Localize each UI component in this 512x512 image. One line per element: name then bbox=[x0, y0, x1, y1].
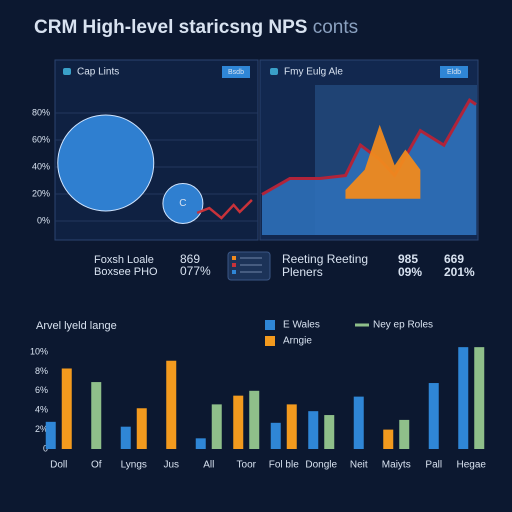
y-tick-label: 20% bbox=[32, 188, 50, 198]
y-tick-label: 40% bbox=[32, 161, 50, 171]
stat-value: 077% bbox=[180, 264, 211, 278]
bar bbox=[286, 404, 297, 449]
bar bbox=[428, 383, 439, 449]
bar bbox=[91, 382, 102, 449]
header-icon bbox=[63, 68, 71, 75]
mini-swatch bbox=[232, 263, 236, 267]
bar bbox=[120, 426, 131, 449]
stat-label: Foxsh Loale bbox=[94, 254, 154, 266]
bubble bbox=[57, 114, 155, 212]
bar bbox=[211, 404, 222, 449]
y-tick-label: 80% bbox=[32, 107, 50, 117]
legend-label: E Wales bbox=[283, 320, 320, 331]
button-label[interactable]: Eldb bbox=[447, 69, 461, 76]
x-tick-label: Neit bbox=[350, 460, 368, 471]
x-tick-label: Hegae bbox=[457, 460, 487, 471]
button-label[interactable]: Bsdb bbox=[228, 69, 244, 76]
mini-legend bbox=[227, 251, 271, 281]
y-tick-label: 60% bbox=[32, 134, 50, 144]
stat-value: 869 bbox=[180, 252, 200, 266]
bar bbox=[45, 421, 56, 449]
panel-header: Fmy Eulg Ale bbox=[284, 67, 343, 78]
x-tick-label: Toor bbox=[237, 460, 257, 471]
bar bbox=[195, 438, 206, 449]
stat-label: Boxsee PHO bbox=[94, 266, 158, 278]
stat-value: 669 bbox=[444, 252, 464, 266]
legend-swatch bbox=[265, 320, 275, 330]
stat-value: 201% bbox=[444, 265, 475, 279]
y-tick-label: 8% bbox=[35, 366, 48, 376]
bar bbox=[474, 347, 485, 449]
bar bbox=[353, 396, 364, 449]
stat-label: Reeting Reeting bbox=[282, 252, 368, 266]
bubble bbox=[162, 182, 204, 224]
legend-label: Ney ep Roles bbox=[373, 320, 433, 331]
y-tick-label: 0 bbox=[43, 443, 48, 453]
title-suffix: conts bbox=[313, 17, 358, 38]
stat-value: 985 bbox=[398, 252, 418, 266]
title-main: CRM High-level staricsng NPS bbox=[34, 17, 307, 38]
title: CRM High-level staricsng NPS conts bbox=[34, 17, 358, 38]
bar bbox=[399, 419, 410, 449]
area bbox=[345, 124, 421, 199]
bar bbox=[458, 347, 469, 449]
bar bbox=[136, 408, 147, 449]
bar bbox=[249, 390, 260, 449]
bar bbox=[383, 429, 394, 449]
mini-swatch bbox=[232, 256, 236, 260]
mini-swatch bbox=[232, 270, 236, 274]
button[interactable] bbox=[440, 66, 468, 78]
y-tick-label: 10% bbox=[30, 346, 48, 356]
button[interactable] bbox=[222, 66, 250, 78]
x-tick-label: Doll bbox=[50, 460, 67, 471]
bar bbox=[324, 415, 335, 449]
bar bbox=[233, 395, 244, 449]
line bbox=[196, 199, 253, 220]
panel-header: Cap Lints bbox=[77, 67, 119, 78]
x-tick-label: Of bbox=[91, 460, 102, 471]
x-tick-label: All bbox=[203, 460, 214, 471]
legend-swatch bbox=[265, 336, 275, 346]
bar bbox=[308, 411, 319, 449]
x-tick-label: Dongle bbox=[305, 460, 337, 471]
bubble-label: C bbox=[179, 198, 186, 209]
y-tick-label: 0% bbox=[37, 215, 50, 225]
x-tick-label: Maiyts bbox=[382, 460, 411, 471]
x-tick-label: Fol ble bbox=[269, 460, 299, 471]
x-tick-label: Pall bbox=[425, 460, 442, 471]
x-tick-label: Jus bbox=[163, 460, 179, 471]
stat-label: Pleners bbox=[282, 265, 323, 279]
y-tick-label: 4% bbox=[35, 405, 48, 415]
bar bbox=[270, 422, 281, 449]
legend-label: Arngie bbox=[283, 336, 312, 347]
stat-value: 09% bbox=[398, 265, 422, 279]
chart-title: Arvel lyeld lange bbox=[36, 320, 117, 332]
x-tick-label: Lyngs bbox=[121, 460, 147, 471]
bar bbox=[61, 368, 72, 449]
y-tick-label: 6% bbox=[35, 385, 48, 395]
bar bbox=[166, 360, 177, 449]
header-icon bbox=[270, 68, 278, 75]
y-tick-label: 2% bbox=[35, 424, 48, 434]
